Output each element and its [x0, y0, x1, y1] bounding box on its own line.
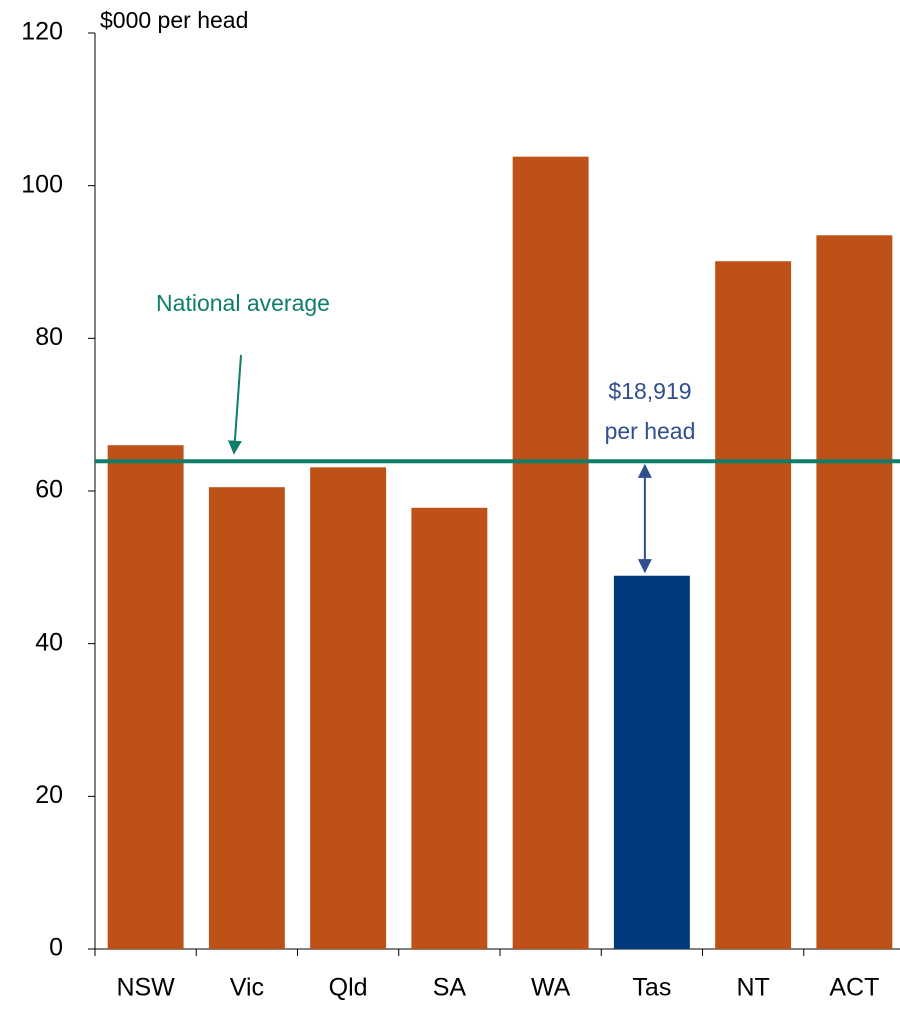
x-tick-label: NT — [736, 974, 769, 1002]
x-tick-label: NSW — [116, 974, 175, 1002]
reference-arrow — [227, 354, 242, 455]
y-tick-label: 60 — [35, 476, 63, 504]
bar — [107, 445, 184, 949]
bar — [715, 261, 792, 949]
y-tick-label: 0 — [49, 934, 63, 962]
bar — [613, 575, 690, 949]
bar — [208, 487, 285, 949]
y-tick-label: 80 — [35, 323, 63, 351]
x-tick-label: ACT — [829, 974, 879, 1002]
y-axis-label: $000 per head — [100, 7, 248, 33]
x-tick-label: Vic — [230, 974, 264, 1002]
bar — [512, 156, 589, 949]
y-tick-label: 40 — [35, 628, 63, 656]
annotation-text: per head — [605, 418, 696, 444]
bar — [816, 235, 893, 950]
annotation-text: $18,919 — [608, 378, 691, 404]
reference-label: National average — [156, 290, 330, 316]
x-tick-label: WA — [531, 974, 571, 1002]
bar — [411, 507, 488, 949]
x-tick-label: SA — [433, 974, 467, 1002]
x-tick-label: Qld — [329, 974, 368, 1002]
y-tick-label: 100 — [21, 170, 63, 198]
y-tick-label: 20 — [35, 781, 63, 809]
bar — [310, 467, 387, 949]
y-tick-label: 120 — [21, 18, 63, 46]
x-tick-label: Tas — [632, 974, 671, 1002]
